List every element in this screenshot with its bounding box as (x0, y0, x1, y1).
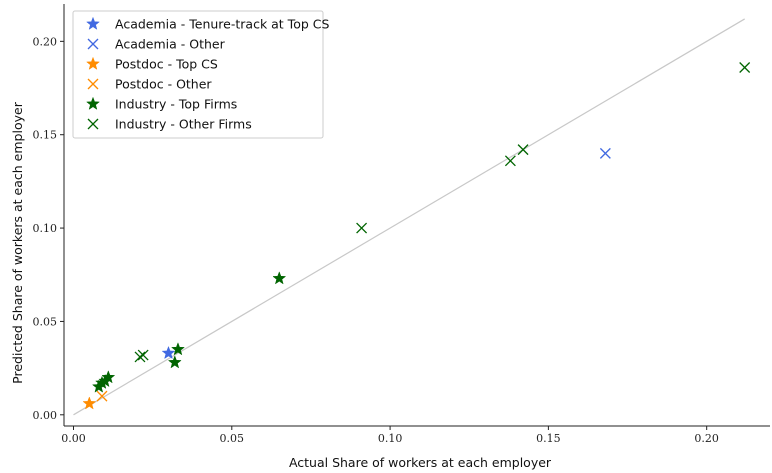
data-point-s5-3 (356, 222, 368, 234)
legend-label-0: Academia - Tenure-track at Top CS (115, 17, 329, 32)
data-point-s4-1 (167, 355, 182, 369)
reference-line (73, 18, 745, 416)
legend-label-1: Academia - Other (115, 37, 226, 52)
x-tick-label: 0.00 (61, 432, 86, 445)
x-tick-label: 0.10 (378, 432, 403, 445)
data-point-s5-5 (134, 351, 146, 363)
legend: Academia - Tenure-track at Top CS Academi… (72, 10, 329, 139)
x-tick-label: 0.20 (694, 432, 719, 445)
legend-marker-2 (86, 56, 100, 70)
data-point-s5-2 (504, 155, 516, 167)
legend-marker-0 (86, 16, 100, 30)
y-tick-label: 0.15 (33, 129, 58, 142)
data-point-s1-0 (599, 147, 611, 159)
data-point-s4-6 (91, 379, 106, 393)
data-point-s0-0 (161, 345, 176, 360)
legend-marker-4 (86, 96, 100, 110)
y-tick-label: 0.00 (33, 409, 58, 422)
legend-label-4: Industry - Top Firms (115, 97, 237, 112)
y-axis-label: Predicted Share of workers at each emplo… (10, 101, 25, 384)
data-point-s2-0 (82, 396, 97, 410)
x-axis-label: Actual Share of workers at each employer (289, 455, 552, 470)
legend-marker-1 (87, 38, 99, 50)
data-point-s5-4 (137, 349, 149, 361)
legend-box (72, 10, 324, 139)
x-tick-label: 0.15 (536, 432, 561, 445)
legend-label-3: Postdoc - Other (115, 77, 212, 92)
legend-marker-3 (87, 78, 99, 90)
data-point-s4-0 (272, 271, 287, 285)
data-point-s5-0 (739, 62, 751, 73)
data-point-s4-2 (171, 342, 185, 356)
y-tick-label: 0.05 (33, 315, 58, 328)
x-tick-label: 0.05 (220, 432, 245, 445)
y-tick-label: 0.10 (33, 222, 58, 235)
data-point-s5-1 (517, 144, 529, 156)
y-tick-label: 0.20 (33, 35, 58, 48)
legend-label-2: Postdoc - Top CS (115, 57, 218, 72)
legend-label-5: Industry - Other Firms (115, 117, 252, 132)
data-point-s4-5 (98, 373, 113, 388)
legend-marker-5 (87, 118, 99, 130)
data-point-s3-0 (96, 390, 108, 402)
